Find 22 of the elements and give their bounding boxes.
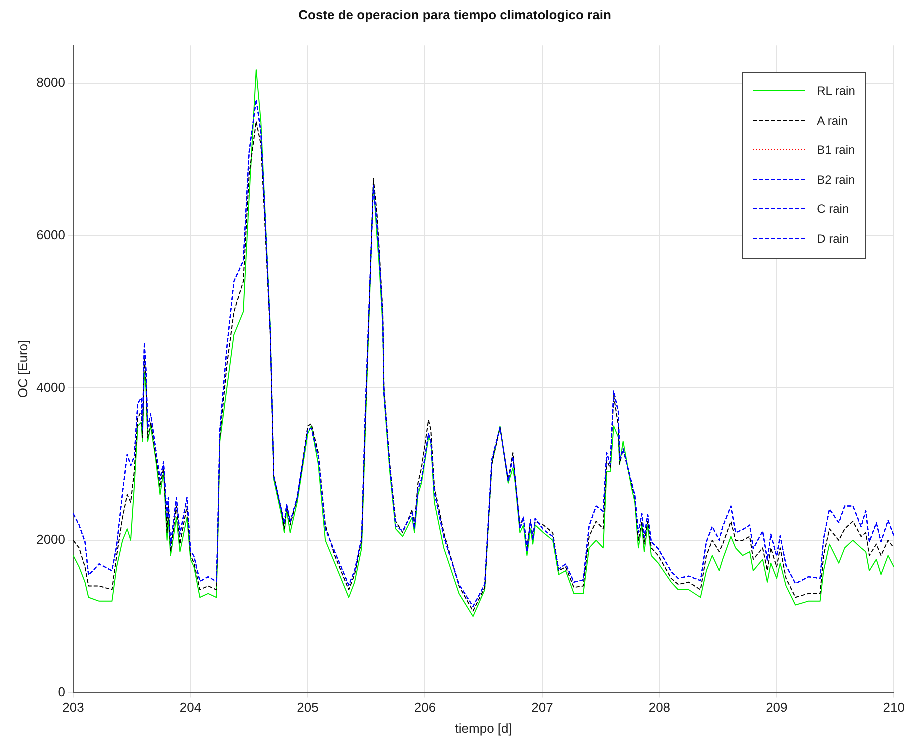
y-tick-label: 6000 — [36, 228, 66, 243]
x-tick-label: 204 — [180, 700, 202, 716]
legend-label: RL rain — [817, 84, 856, 98]
chart-title: Coste de operacion para tiempo climatologico rain — [298, 7, 612, 22]
x-axis-title: tiempo [d] — [455, 720, 512, 736]
legend-label: B1 rain — [817, 143, 856, 158]
x-tick-label: 207 — [532, 700, 554, 716]
x-tick-label: 203 — [62, 700, 84, 716]
y-tick-label: 8000 — [36, 75, 66, 90]
y-axis-title: OC [Euro] — [15, 340, 30, 398]
x-tick-label: 205 — [297, 700, 319, 716]
y-tick-label: 2000 — [36, 532, 66, 548]
legend-label: D rain — [817, 232, 850, 246]
y-tick-label: 4000 — [36, 380, 66, 395]
legend-label: C rain — [817, 202, 850, 216]
y-tick-label: 0 — [58, 684, 66, 700]
x-tick-label: 210 — [883, 700, 906, 716]
legend-label: B2 rain — [817, 172, 856, 187]
x-tick-label: 208 — [648, 700, 671, 716]
x-tick-label: 206 — [414, 700, 436, 716]
x-tick-label: 209 — [766, 700, 788, 716]
legend-label: A rain — [817, 114, 848, 128]
